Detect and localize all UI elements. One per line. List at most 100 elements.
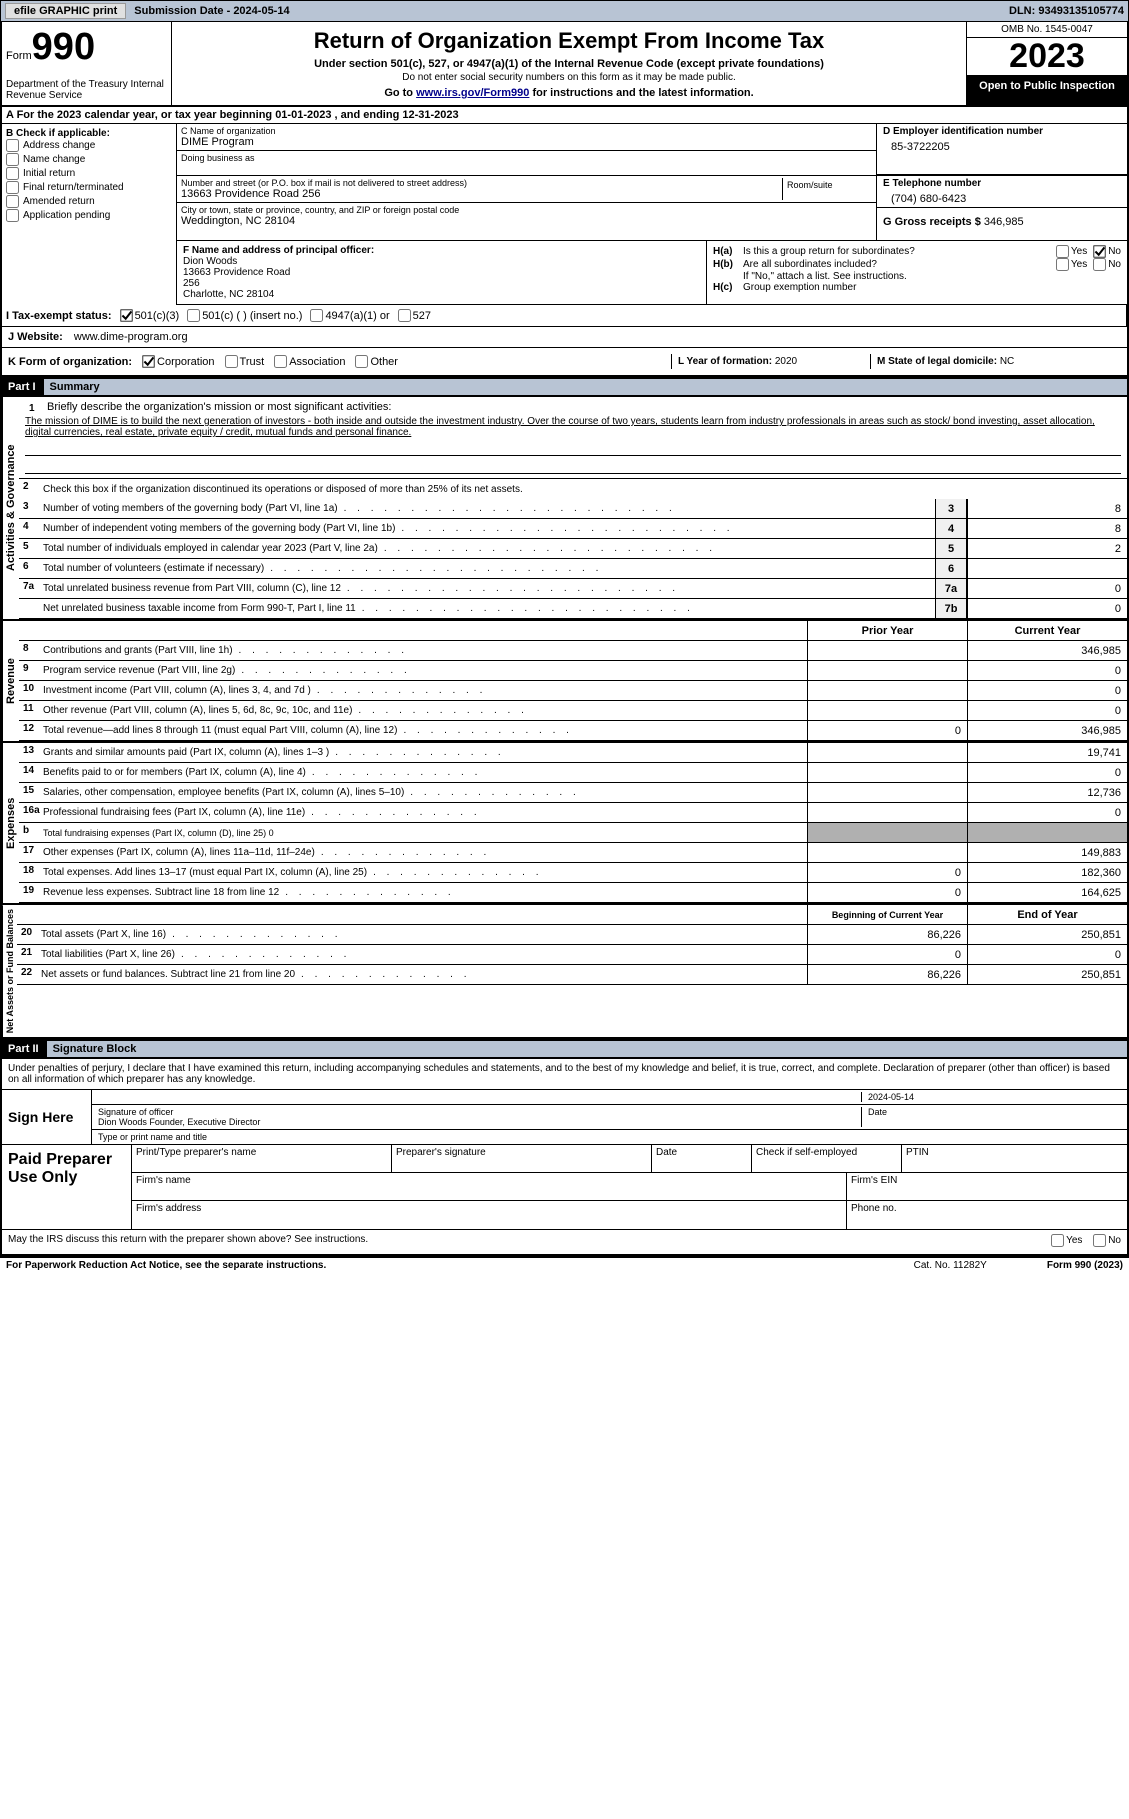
sig-officer-label: Signature of officer (98, 1107, 173, 1117)
line-value (967, 559, 1127, 578)
k-trust: Trust (240, 356, 265, 368)
submission-date: Submission Date - 2024-05-14 (134, 5, 289, 17)
mission-intro: Briefly describe the organization's miss… (47, 401, 391, 416)
k-assoc: Association (289, 356, 345, 368)
open-public-label: Open to Public Inspection (967, 76, 1127, 105)
current-value: 0 (967, 803, 1127, 822)
link-pre: Go to (384, 87, 416, 99)
current-year-header: Current Year (967, 621, 1127, 640)
mission-statement: The mission of DIME is to build the next… (25, 416, 1121, 438)
hb-no-checkbox[interactable] (1093, 258, 1106, 271)
ha-yes-checkbox[interactable] (1056, 245, 1069, 258)
ein-label: D Employer identification number (883, 126, 1121, 137)
form-right-box: OMB No. 1545-0047 2023 Open to Public In… (967, 22, 1127, 105)
part1-table: Activities & Governance 1Briefly describ… (0, 397, 1129, 1039)
check-label: Application pending (23, 210, 110, 221)
line-text: Salaries, other compensation, employee b… (43, 787, 404, 798)
check-application-pending[interactable] (6, 209, 19, 222)
prior-value: 0 (807, 863, 967, 882)
tax-527-checkbox[interactable] (398, 309, 411, 322)
state-domicile-box: M State of legal domicile: NC (871, 354, 1121, 369)
current-value: 0 (967, 661, 1127, 680)
line-text: Total assets (Part X, line 16) (41, 929, 166, 940)
m-label: M State of legal domicile: (877, 356, 1000, 367)
revenue-vert-label: Revenue (2, 621, 19, 741)
year-formation-box: L Year of formation: 2020 (671, 354, 871, 369)
form-title-box: Return of Organization Exempt From Incom… (172, 22, 967, 105)
part2-title: Signature Block (45, 1041, 1127, 1057)
netassets-vert-label: Net Assets or Fund Balances (2, 905, 17, 1037)
irs-link[interactable]: www.irs.gov/Form990 (416, 87, 529, 99)
check-amended-return[interactable] (6, 195, 19, 208)
part2-label: Part II (2, 1041, 45, 1057)
firm-addr-label: Firm's address (132, 1201, 847, 1229)
department-label: Department of the Treasury Internal Reve… (6, 79, 167, 101)
check-name-change[interactable] (6, 153, 19, 166)
part1-title: Summary (42, 379, 1127, 395)
shaded-cell (967, 823, 1127, 842)
prior-value: 0 (807, 721, 967, 740)
form-org-row: K Form of organization: Corporation Trus… (8, 354, 671, 369)
hb-yes-checkbox[interactable] (1056, 258, 1069, 271)
hb-note: If "No," attach a list. See instructions… (713, 271, 1121, 282)
prep-sig-label: Preparer's signature (392, 1145, 652, 1172)
check-label: Amended return (23, 196, 95, 207)
officer-addr1: 13663 Providence Road (183, 267, 290, 278)
prior-value (807, 783, 967, 802)
sig-date: 2024-05-14 (861, 1092, 1121, 1102)
column-b-checks: B Check if applicable: Address changeNam… (2, 124, 177, 305)
hc-label: H(c) (713, 282, 743, 293)
form-subtitle: Under section 501(c), 527, or 4947(a)(1)… (182, 58, 956, 70)
type-name-label: Type or print name and title (92, 1130, 1127, 1144)
line-text: Investment income (Part VIII, column (A)… (43, 685, 311, 696)
paperwork-notice: For Paperwork Reduction Act Notice, see … (6, 1260, 326, 1271)
line-text: Net assets or fund balances. Subtract li… (41, 969, 295, 980)
line-box-6: 6 (935, 559, 967, 578)
line-value: 0 (967, 599, 1127, 618)
part2-header-row: Part II Signature Block (0, 1039, 1129, 1059)
firm-ein-label: Firm's EIN (847, 1173, 1127, 1200)
line-text: Other expenses (Part IX, column (A), lin… (43, 847, 315, 858)
tax-4947-checkbox[interactable] (310, 309, 323, 322)
check-label: Name change (23, 154, 85, 165)
discuss-yes-checkbox[interactable] (1051, 1234, 1064, 1247)
form-link-row: Go to www.irs.gov/Form990 for instructio… (182, 87, 956, 99)
begin-year-header: Beginning of Current Year (807, 905, 967, 924)
discuss-no-checkbox[interactable] (1093, 1234, 1106, 1247)
line-text: Net unrelated business taxable income fr… (43, 603, 356, 614)
tax-exempt-label: I Tax-exempt status: (6, 310, 112, 322)
line-box-5: 5 (935, 539, 967, 558)
k-trust-checkbox[interactable] (225, 355, 238, 368)
line-text: Other revenue (Part VIII, column (A), li… (43, 705, 352, 716)
tax-501c-checkbox[interactable] (187, 309, 200, 322)
current-value: 12,736 (967, 783, 1127, 802)
prior-value (807, 743, 967, 762)
prep-date-label: Date (652, 1145, 752, 1172)
current-value: 182,360 (967, 863, 1127, 882)
check-label: Initial return (23, 168, 75, 179)
line-box-7b: 7b (935, 599, 967, 618)
discuss-yes: Yes (1066, 1235, 1082, 1246)
prior-value (807, 641, 967, 660)
k-other-checkbox[interactable] (355, 355, 368, 368)
check-address-change[interactable] (6, 139, 19, 152)
officer-name: Dion Woods (183, 256, 237, 267)
line-text: Benefits paid to or for members (Part IX… (43, 767, 306, 778)
sig-disclaimer: Under penalties of perjury, I declare th… (2, 1059, 1127, 1089)
phone-no-label: Phone no. (847, 1201, 1127, 1229)
governance-vert-label: Activities & Governance (2, 397, 19, 619)
line-text: Revenue less expenses. Subtract line 18 … (43, 887, 279, 898)
line-value: 0 (967, 579, 1127, 598)
check-initial-return[interactable] (6, 167, 19, 180)
section-h: H(a) Is this a group return for subordin… (707, 241, 1127, 304)
calendar-year-row: A For the 2023 calendar year, or tax yea… (2, 107, 1127, 124)
efile-print-button[interactable]: efile GRAPHIC print (5, 3, 126, 19)
check-final-return-terminated[interactable] (6, 181, 19, 194)
tax-501c: 501(c) ( ) (insert no.) (202, 310, 302, 322)
check-label: Address change (23, 140, 95, 151)
form-label: Form (6, 50, 32, 62)
no-label2: No (1108, 259, 1121, 270)
line-text: Grants and similar amounts paid (Part IX… (43, 747, 329, 758)
k-assoc-checkbox[interactable] (274, 355, 287, 368)
link-post: for instructions and the latest informat… (529, 87, 753, 99)
